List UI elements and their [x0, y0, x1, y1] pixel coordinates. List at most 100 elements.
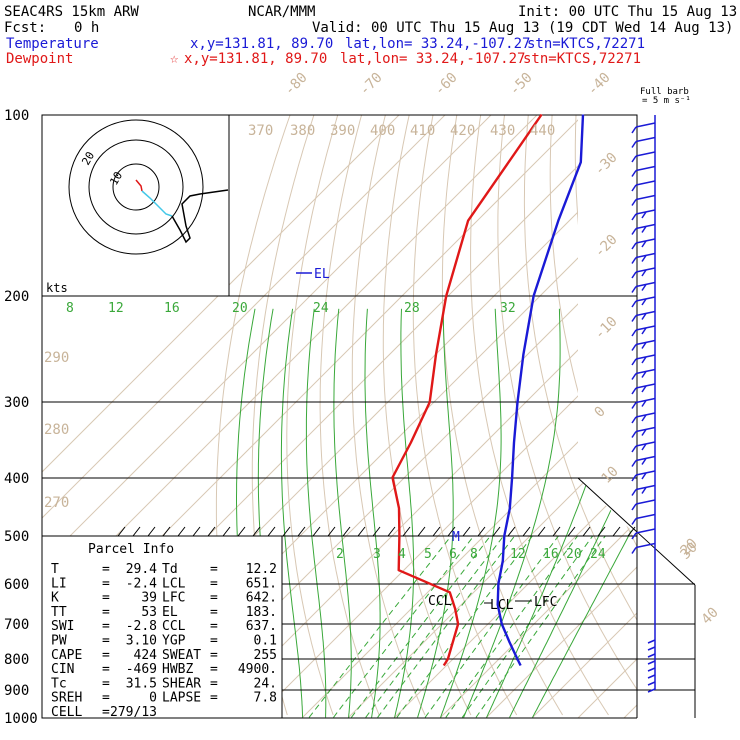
- wind-barb-tick: [641, 400, 647, 407]
- parcel-info-cell: SHEAR: [162, 676, 201, 691]
- parcel-info-cell: =: [102, 605, 110, 620]
- wind-barb-tail: [631, 358, 637, 366]
- mixing-ratio-line: [445, 535, 579, 718]
- level-hatch: [267, 526, 276, 537]
- wind-barb-flag: [635, 542, 656, 549]
- wind-barb-tail: [631, 373, 637, 380]
- parcel-info-cell: CCL: [162, 619, 186, 634]
- wind-barb-tail: [631, 532, 637, 540]
- parcel-info-cell: 24.: [254, 676, 277, 691]
- level-hatch: [597, 526, 606, 537]
- moist-adiabat-line: [394, 308, 415, 718]
- parcel-info-cell: 53: [141, 605, 157, 620]
- pressure-tick-label: 400: [4, 471, 29, 487]
- level-hatch: [567, 526, 576, 537]
- mixing-ratio-label: 3: [373, 547, 381, 562]
- mixing-ratio-label: 12: [108, 301, 124, 316]
- parcel-info-cell: =: [210, 576, 218, 591]
- wind-barb-tail: [631, 387, 637, 395]
- level-hatch: [132, 526, 141, 537]
- moist-adiabat-line: [509, 308, 637, 718]
- wind-barb-tick: [641, 269, 647, 277]
- parcel-info-cell: =: [102, 576, 110, 591]
- parcel-info-cell: =: [210, 591, 218, 606]
- hodograph-trace-mid: [141, 190, 173, 217]
- mixing-ratio-label: 5: [424, 547, 432, 562]
- mixing-ratio-label: 24: [313, 301, 329, 316]
- isotherm-line: [531, 115, 637, 718]
- isotherm-line: [209, 115, 637, 718]
- pressure-tick-label: 100: [4, 108, 29, 124]
- pressure-tick-label: 500: [4, 529, 29, 545]
- wind-barb-low: [647, 674, 656, 679]
- level-hatch: [612, 526, 621, 537]
- hodograph-ring-label: 10: [107, 170, 125, 188]
- wind-barb-tail: [631, 445, 637, 453]
- wind-barb-flag: [635, 165, 656, 172]
- moist-adiabat-line: [532, 308, 637, 718]
- moist-adiabat-line: [463, 308, 561, 718]
- level-hatch: [627, 526, 636, 537]
- wind-barb-tail: [631, 141, 637, 148]
- parcel-info-cell: K: [51, 591, 59, 606]
- parcel-info-cell: Tc: [51, 676, 67, 691]
- moist-adiabat-line: [364, 308, 381, 718]
- isotherm-label: -10: [592, 314, 621, 343]
- wind-barb-tick: [641, 429, 647, 436]
- level-hatch: [282, 526, 291, 537]
- parcel-info-cell: 39: [141, 591, 157, 606]
- init-time: Init: 00 UTC Thu 15 Aug 13: [518, 4, 737, 20]
- mixing-ratio-line: [461, 535, 594, 718]
- wind-key-line1: Full barb: [640, 87, 689, 97]
- theta-label: 280: [44, 422, 69, 438]
- level-hatch: [552, 526, 561, 537]
- pressure-tick-label: 600: [4, 577, 29, 593]
- wind-barb-tail: [631, 184, 637, 192]
- level-hatch: [432, 526, 441, 537]
- level-hatch: [402, 526, 411, 537]
- wind-barb-low: [647, 639, 656, 644]
- fcst-value: 0 h: [74, 20, 99, 36]
- wind-barb-tick: [641, 443, 647, 451]
- level-hatch: [507, 526, 516, 537]
- level-hatch: [312, 526, 321, 537]
- theta-label: 420: [450, 123, 475, 139]
- wind-barb-low: [647, 688, 656, 693]
- parcel-info-cell: CAPE: [51, 648, 82, 663]
- theta-label: 380: [290, 123, 315, 139]
- wind-barb-tail: [631, 242, 637, 250]
- level-hatch: [222, 526, 231, 537]
- parcel-info-cell: =: [210, 691, 218, 706]
- mixing-ratio-label: 8: [66, 301, 74, 316]
- wind-barb-tail: [631, 155, 637, 163]
- parcel-info-title: Parcel Info: [88, 542, 174, 557]
- valid-time: Valid: 00 UTC Thu 15 Aug 13 (19 CDT Wed …: [312, 20, 733, 36]
- pressure-tick-label: 200: [4, 289, 29, 305]
- level-hatch: [447, 526, 456, 537]
- wind-barb-tick: [641, 313, 647, 320]
- isotherms: [42, 115, 637, 718]
- mixing-ratio-label: 24: [590, 547, 606, 562]
- parcel-info-cell: PW: [51, 634, 67, 649]
- level-hatch: [462, 526, 471, 537]
- theta-label: 430: [490, 123, 515, 139]
- parcel-info-cell: =: [102, 676, 110, 691]
- level-hatch: [192, 526, 201, 537]
- wind-barb-low: [647, 681, 656, 686]
- parcel-info-cell: SWEAT: [162, 648, 201, 663]
- dewpoint-station: stn=KTCS,72271: [523, 51, 641, 67]
- mixing-ratio-label: 28: [404, 301, 420, 316]
- isotherm-line: [42, 115, 446, 718]
- dry-adiabat-line: [351, 115, 426, 716]
- pressure-tick-label: 900: [4, 683, 29, 699]
- mixing-ratio-label: 16: [543, 547, 559, 562]
- wind-barb-tick: [641, 414, 647, 422]
- parcel-info-cell: =: [210, 676, 218, 691]
- parcel-info-cell: SWI: [51, 619, 74, 634]
- isotherm-line: [42, 115, 538, 718]
- dry-adiabat-line: [671, 115, 740, 715]
- parcel-info-cell: 424: [134, 648, 158, 663]
- parcel-info-cell: SREH: [51, 691, 82, 706]
- temperature-latlon: lat,lon= 33.24,-107.27: [345, 36, 530, 52]
- pressure-tick-label: 700: [4, 617, 29, 633]
